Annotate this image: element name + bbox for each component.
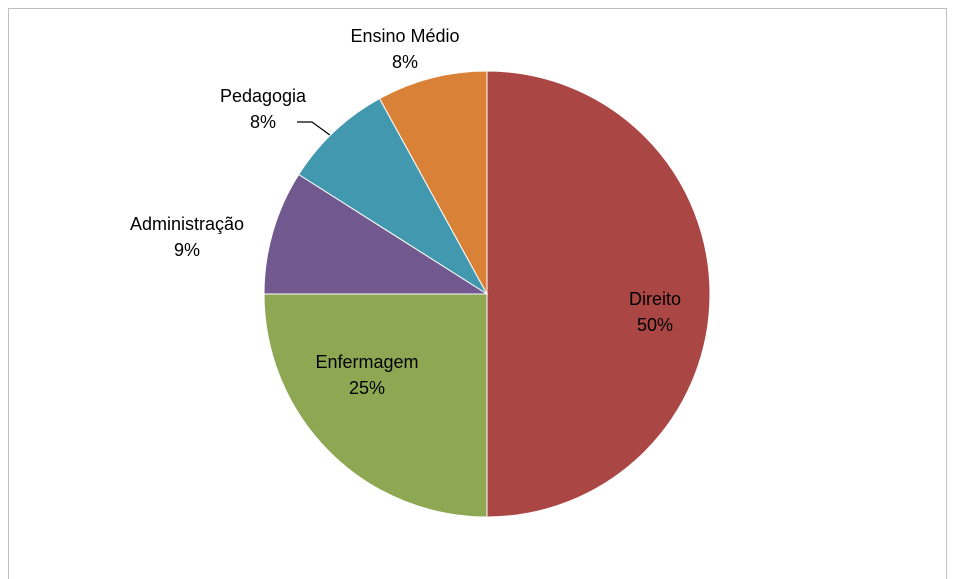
slice-label: Administração — [130, 214, 244, 234]
slice-value-label: 9% — [174, 240, 200, 260]
slice-label: Ensino Médio — [350, 26, 459, 46]
pie-slice — [298, 97, 488, 295]
slice-value-label: 8% — [250, 112, 276, 132]
pie-slice — [263, 173, 489, 295]
slice-value-label: 8% — [392, 52, 418, 72]
slice-label: Enfermagem — [315, 352, 418, 372]
leader-line — [297, 121, 335, 139]
slice-label: Pedagogia — [220, 86, 307, 106]
pie-slice — [263, 293, 488, 518]
slice-value-label: 25% — [349, 378, 385, 398]
slice-label: Direito — [629, 289, 681, 309]
pie-slice — [378, 70, 488, 295]
pie-slice — [486, 70, 711, 518]
slice-value-label: 50% — [637, 315, 673, 335]
